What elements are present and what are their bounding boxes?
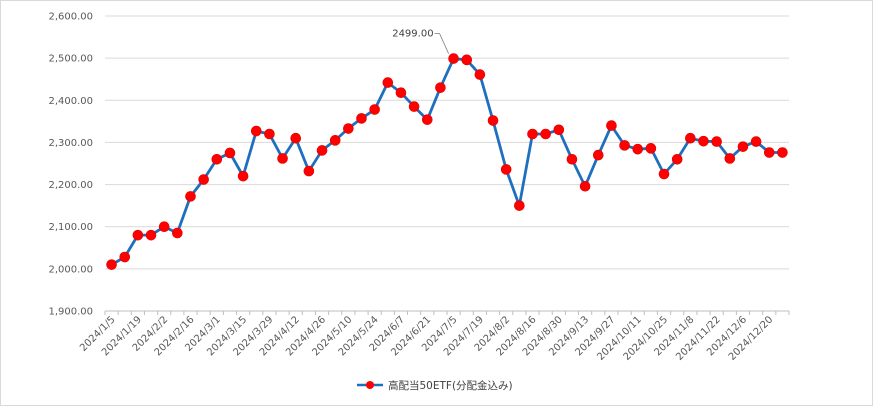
- annotations: 2499.00: [392, 29, 449, 54]
- data-point: [645, 143, 657, 154]
- data-point: [250, 125, 262, 137]
- data-point: [750, 136, 762, 147]
- data-point: [303, 165, 315, 177]
- data-point: [500, 164, 512, 175]
- data-point: [711, 136, 722, 147]
- data-point: [264, 128, 275, 140]
- data-point: [448, 53, 459, 64]
- data-point: [290, 132, 302, 144]
- data-point: [685, 132, 696, 144]
- data-point: [237, 170, 249, 182]
- data-point: [619, 140, 630, 151]
- data-point: [106, 259, 117, 270]
- data-point: [540, 128, 551, 140]
- data-point: [777, 147, 788, 158]
- data-point: [566, 153, 578, 165]
- data-point: [435, 82, 446, 93]
- data-point: [329, 135, 341, 146]
- data-point: [421, 114, 433, 125]
- series-line: [110, 57, 783, 266]
- data-point: [277, 153, 288, 164]
- data-point: [592, 149, 604, 161]
- data-point: [606, 120, 617, 131]
- data-point: [408, 101, 420, 112]
- annotation-label: 2499.00: [392, 29, 433, 40]
- data-point: [737, 141, 749, 152]
- y-tick-label: 2,000.00: [48, 264, 93, 275]
- data-point: [356, 113, 367, 124]
- data-point: [671, 153, 683, 165]
- y-axis-tick-labels: 1,900.00 2,000.00 2,100.00 2,200.00 2,300.00…: [48, 12, 93, 318]
- data-point: [487, 115, 499, 126]
- data-point: [724, 153, 736, 164]
- series-markers: [106, 53, 788, 270]
- data-point: [211, 153, 223, 165]
- x-axis-tick-labels: 2024/1/52024/1/192024/2/22024/2/162024/3…: [78, 314, 775, 363]
- data-point: [185, 191, 196, 202]
- legend-marker-swatch: [366, 381, 374, 389]
- data-point: [658, 168, 670, 180]
- y-tick-label: 1,900.00: [48, 307, 93, 318]
- data-point: [461, 54, 473, 66]
- y-tick-label: 2,200.00: [48, 180, 93, 191]
- data-point: [514, 200, 525, 211]
- data-point: [579, 180, 591, 192]
- y-tick-label: 2,300.00: [48, 138, 93, 149]
- data-point: [316, 145, 328, 156]
- data-point: [632, 143, 644, 155]
- legend: 高配当50ETF(分配金込み): [357, 379, 513, 392]
- data-point: [395, 87, 407, 98]
- y-tick-label: 2,100.00: [48, 222, 93, 233]
- data-point: [224, 147, 236, 159]
- y-tick-label: 2,500.00: [48, 54, 93, 65]
- data-point: [763, 147, 775, 158]
- data-point: [172, 227, 183, 239]
- x-axis: [104, 310, 790, 315]
- data-point: [132, 229, 144, 241]
- data-point: [119, 251, 131, 263]
- gridlines: [105, 15, 789, 312]
- y-tick-label: 2,400.00: [48, 96, 93, 107]
- data-point: [145, 229, 157, 241]
- data-point: [382, 77, 394, 88]
- data-point: [198, 174, 209, 185]
- data-point: [369, 104, 380, 115]
- series-line-path: [110, 57, 783, 266]
- data-point: [158, 221, 170, 233]
- data-point: [698, 135, 709, 147]
- data-point: [553, 124, 565, 136]
- annotation-leader: [439, 33, 449, 54]
- data-point: [343, 123, 354, 134]
- legend-label: 高配当50ETF(分配金込み): [388, 379, 513, 392]
- data-point: [527, 128, 538, 140]
- y-tick-label: 2,600.00: [48, 12, 93, 23]
- data-point: [474, 69, 486, 80]
